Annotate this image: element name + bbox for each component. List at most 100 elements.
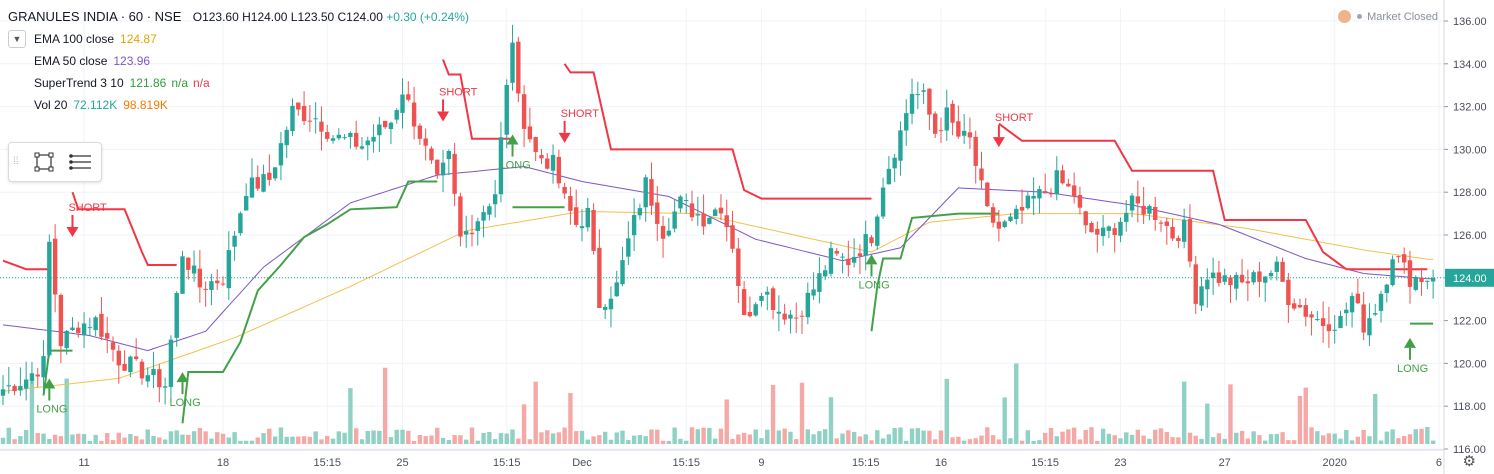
candle-body: [133, 356, 139, 360]
volume-bar: [267, 428, 272, 444]
candle-body: [753, 304, 758, 316]
volume-bar: [139, 439, 145, 444]
volume-bar: [1216, 433, 1222, 444]
candle-body: [145, 375, 150, 382]
indicator-name: Vol 20: [34, 98, 68, 112]
candle-body: [1344, 309, 1349, 314]
candle-body: [492, 194, 498, 205]
candle-body: [330, 138, 336, 141]
volume-bar: [909, 428, 915, 444]
settings-lines-button[interactable]: [65, 147, 95, 177]
volume-bar: [203, 431, 208, 444]
market-status[interactable]: Market Closed: [1338, 10, 1438, 23]
indicator-value: 121.86: [129, 76, 167, 90]
indicator-ema50[interactable]: EMA 50 close 123.96: [8, 50, 469, 72]
candle-body: [128, 356, 133, 373]
volume-bar: [950, 437, 955, 444]
candle-body: [649, 179, 654, 206]
candle-body: [301, 105, 307, 122]
indicator-ema100[interactable]: ▼ EMA 100 close 124.87: [8, 28, 469, 50]
volume-bar: [898, 427, 903, 444]
volume-bar: [811, 434, 816, 444]
volume-bar: [0, 437, 6, 444]
volume-bar: [684, 440, 689, 444]
volume-bar: [956, 436, 961, 444]
candle-body: [116, 350, 121, 366]
volume-bar: [1176, 437, 1181, 444]
candle-body: [226, 250, 232, 289]
volume-bar: [238, 440, 243, 444]
candle-body: [1077, 194, 1083, 208]
price-axis[interactable]: 116.00 118.00 120.00 122.00 124.00 126.00 128.…: [1443, 0, 1494, 474]
indicator-volume[interactable]: Vol 20 72.112K 98.819K: [8, 94, 469, 116]
symbol-title[interactable]: GRANULES INDIA · 60 · NSE: [8, 9, 182, 24]
volume-bar: [1303, 387, 1308, 444]
volume-bar: [840, 433, 845, 444]
candle-body: [707, 217, 712, 224]
volume-bar: [313, 431, 318, 444]
candle-body: [325, 132, 330, 139]
candle-body: [985, 182, 990, 207]
volume-bar: [133, 436, 139, 444]
time-tick-label: 15:15: [313, 457, 341, 469]
candle-body: [52, 238, 58, 295]
candle-body: [452, 153, 457, 194]
volume-bar: [411, 440, 417, 444]
volume-bar: [52, 434, 58, 444]
volume-bar: [1205, 403, 1210, 444]
price-tick-label: 126.00: [1453, 230, 1487, 242]
volume-bar: [649, 429, 654, 444]
rectangle-tool-button[interactable]: [29, 147, 59, 177]
candle-body: [747, 311, 753, 317]
volume-bar: [417, 434, 423, 444]
volume-bar: [1031, 440, 1036, 444]
volume-bar: [597, 435, 602, 444]
candle-body: [666, 230, 672, 236]
volume-bar: [1048, 427, 1054, 444]
candle-body: [296, 102, 301, 110]
candle-body: [678, 196, 683, 209]
gear-icon[interactable]: ⚙: [1462, 453, 1476, 470]
candle-body: [388, 122, 394, 129]
candle-body: [1031, 196, 1036, 199]
time-tick-label: 9: [758, 457, 764, 469]
time-tick-label: 18: [217, 457, 229, 469]
volume-bar: [880, 438, 886, 444]
candle-body: [684, 200, 689, 202]
candle-body: [637, 208, 643, 216]
volume-bar: [1407, 434, 1413, 444]
collapse-icon[interactable]: ▼: [8, 30, 26, 48]
candle-body: [151, 368, 156, 376]
candle-body: [342, 137, 347, 139]
indicator-supertrend[interactable]: SuperTrend 3 10 121.86 n/a n/a: [8, 72, 469, 94]
volume-bar: [1338, 438, 1343, 444]
last-price-label: 124.00: [1453, 273, 1487, 285]
time-axis[interactable]: 11 18 15:15 25 15:15 Dec 15:15 9 15:15 16 15:15 23 2…: [0, 449, 1444, 469]
candle-body: [1095, 228, 1100, 235]
long-arrow: [43, 378, 56, 389]
ema100-line: [2, 210, 1434, 392]
candle-body: [382, 120, 388, 128]
candle-body: [255, 177, 260, 189]
volume-bar: [689, 427, 695, 444]
volume-bar: [626, 440, 631, 444]
candle-body: [1291, 303, 1297, 309]
candle-body: [1054, 170, 1059, 195]
candle-body: [759, 295, 764, 301]
candle-body: [510, 42, 515, 83]
long-label: LONG: [500, 160, 531, 172]
volume-bar: [1245, 438, 1251, 444]
volume-bar: [545, 430, 550, 444]
candle-body: [1367, 318, 1372, 336]
volume-bar: [1083, 429, 1088, 444]
candle-body: [579, 226, 585, 229]
volume-bar: [944, 378, 949, 444]
candle-body: [93, 317, 98, 331]
volume-bar: [921, 430, 926, 444]
volume-bar: [1106, 433, 1112, 444]
volume-bar: [1355, 436, 1361, 444]
drag-handle-icon[interactable]: ⁞⁞: [13, 156, 19, 167]
candle-body: [1100, 227, 1106, 237]
candle-body: [770, 288, 776, 311]
